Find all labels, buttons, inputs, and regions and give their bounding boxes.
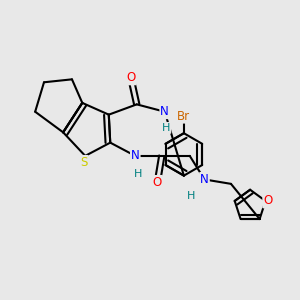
Text: N: N (131, 149, 140, 162)
Text: Br: Br (177, 110, 190, 123)
Text: H: H (134, 169, 142, 178)
Text: N: N (160, 105, 169, 118)
Text: O: O (263, 194, 272, 207)
Text: O: O (126, 71, 136, 84)
Text: O: O (153, 176, 162, 189)
Text: H: H (187, 190, 195, 201)
Text: S: S (80, 156, 87, 169)
Text: H: H (162, 123, 170, 133)
Text: N: N (200, 173, 209, 186)
